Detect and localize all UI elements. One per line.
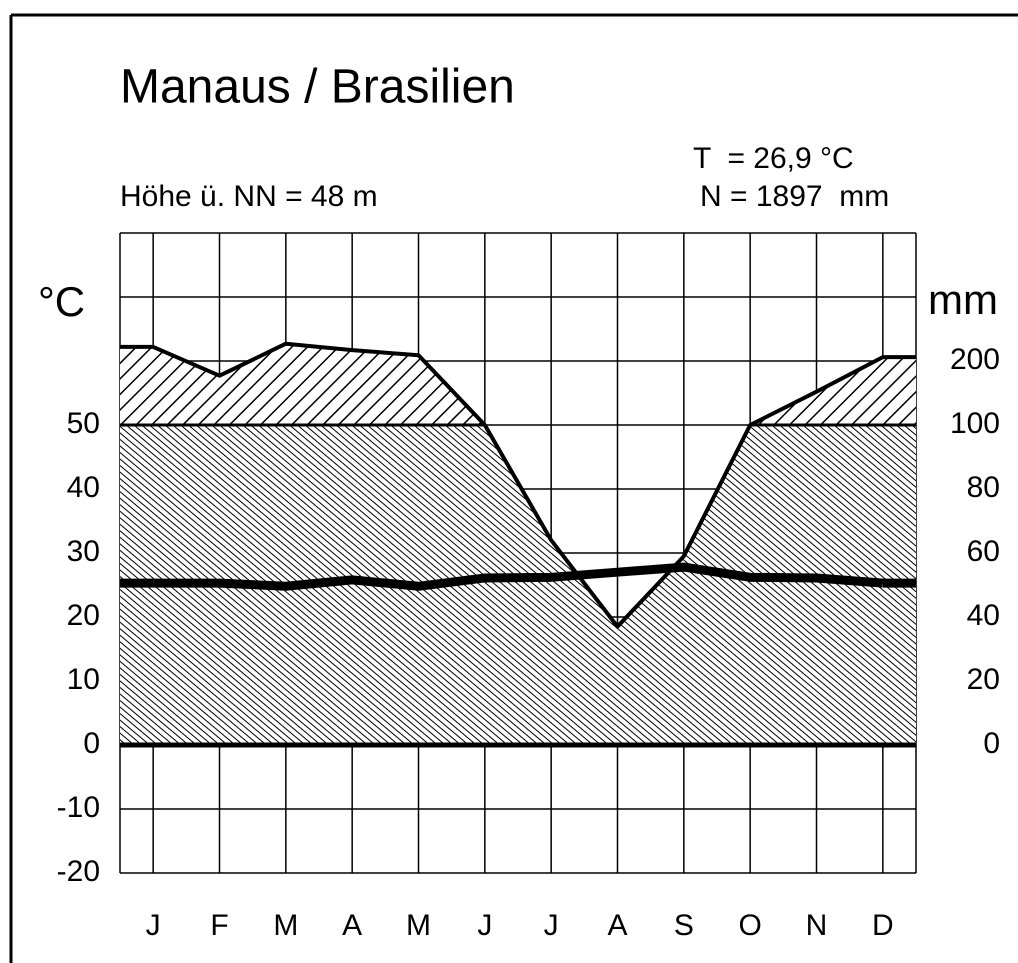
annotation: T = 26,9 °C [693,142,854,175]
y2-tick-label: 40 [967,599,1000,632]
x-tick-label: J [146,909,161,942]
chart-title: Manaus / Brasilien [120,61,515,114]
y-tick-label: -10 [57,791,100,824]
x-tick-label: A [607,909,627,942]
y2-tick-label: 100 [950,407,1000,440]
y2-tick-label: 20 [967,663,1000,696]
x-tick-label: J [544,909,559,942]
y-axis-label: °C [38,278,85,325]
y-tick-label: 0 [83,727,100,760]
x-tick-label: O [738,909,761,942]
x-tick-label: M [273,909,298,942]
temperature-line [153,562,884,591]
x-tick-label: J [477,909,492,942]
y-tick-label: 50 [67,407,100,440]
y2-axis-label: mm [928,276,998,323]
x-tick-label: S [674,909,694,942]
y-tick-label: 40 [67,471,100,504]
y2-tick-label: 60 [967,535,1000,568]
y-tick-label: -20 [57,855,100,888]
x-tick-label: N [806,909,828,942]
y2-tick-label: 80 [967,471,1000,504]
y2-tick-label: 200 [950,343,1000,376]
y-tick-label: 30 [67,535,100,568]
precipitation-line [152,341,884,629]
x-tick-label: F [210,909,228,942]
y2-tick-label: 0 [983,727,1000,760]
x-tick-label: M [406,909,431,942]
x-tick-label: A [342,909,362,942]
annotation: N = 1897 mm [700,180,889,213]
x-tick-label: D [872,909,894,942]
y-tick-label: 10 [67,663,100,696]
y-tick-label: 20 [67,599,100,632]
subtitle: Höhe ü. NN = 48 m [120,180,378,213]
